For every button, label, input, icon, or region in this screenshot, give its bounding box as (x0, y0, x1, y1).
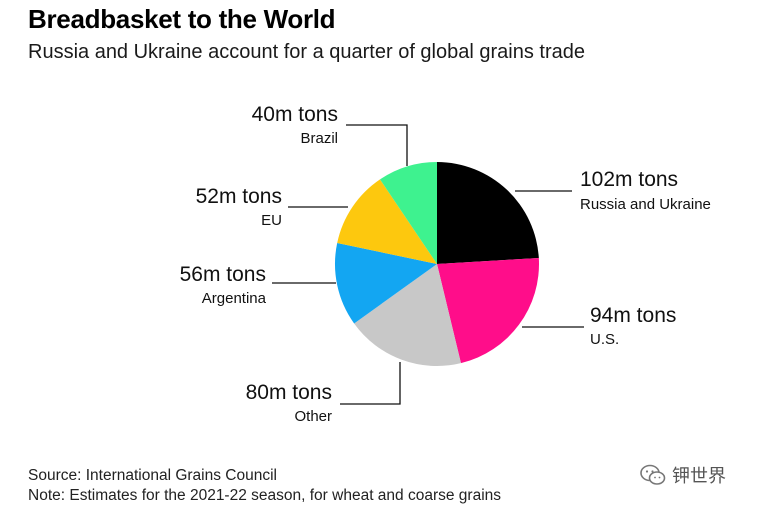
category-label-russia-and-ukraine: Russia and Ukraine (580, 196, 711, 213)
category-label-argentina: Argentina (202, 290, 267, 307)
value-label-argentina: 56m tons (180, 263, 266, 286)
value-label-brazil: 40m tons (252, 103, 338, 126)
pie-slice-u-s (437, 257, 539, 364)
pie-slice-brazil (380, 162, 437, 264)
pie-slice-argentina (334, 242, 437, 324)
chart-subtitle: Russia and Ukraine account for a quarter… (28, 41, 585, 63)
category-label-brazil: Brazil (300, 130, 338, 147)
leader-line-other (340, 362, 401, 405)
leader-line-brazil (346, 124, 408, 166)
pie-chart: 102m tons Russia and Ukraine 94m tons U.S. 8… (180, 103, 711, 425)
category-label-u-s: U.S. (590, 331, 619, 348)
value-label-other: 80m tons (246, 381, 332, 404)
pie-slice-other (354, 264, 461, 366)
pie-slice-russia-and-ukraine (437, 162, 539, 264)
pie-slice-eu (337, 179, 437, 264)
watermark: 钾世界 (640, 462, 726, 488)
source-note: Source: International Grains Council (28, 467, 277, 484)
category-label-other: Other (294, 408, 332, 425)
wechat-icon (640, 464, 666, 485)
footnote: Note: Estimates for the 2021-22 season, … (28, 487, 502, 504)
value-label-u-s: 94m tons (590, 304, 676, 327)
category-label-eu: EU (261, 212, 282, 229)
value-label-russia-and-ukraine: 102m tons (580, 168, 678, 191)
value-label-eu: 52m tons (196, 185, 282, 208)
watermark-text: 钾世界 (672, 466, 726, 487)
chart-title: Breadbasket to the World (28, 4, 336, 34)
